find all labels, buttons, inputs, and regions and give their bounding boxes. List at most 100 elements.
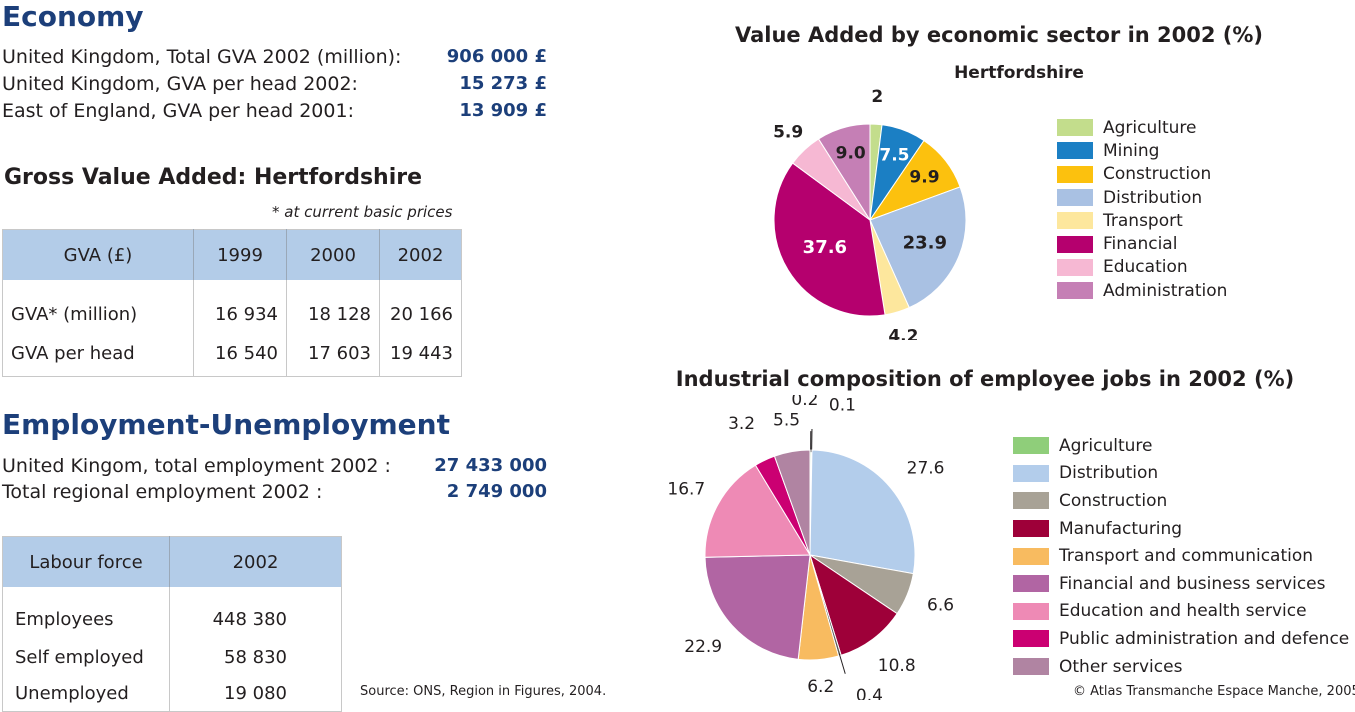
legend-label: Mining (1103, 141, 1159, 161)
pie-label: 5.9 (773, 122, 803, 142)
table-cell: Employees (3, 587, 170, 639)
economy-row-label: East of England, GVA per head 2001: (2, 100, 354, 122)
legend-swatch (1013, 603, 1049, 620)
employment-rows: United Kingom, total employment 2002 : 2… (2, 455, 547, 507)
legend-label: Transport and communication (1059, 546, 1313, 566)
table-cell: 17 603 (287, 336, 380, 377)
legend-item-administration: Administration (1057, 279, 1227, 302)
legend-swatch (1057, 212, 1093, 229)
employment-row-value: 2 749 000 (447, 481, 547, 502)
table-row: Employees 448 380 (3, 587, 342, 639)
pie-label: 22.9 (684, 637, 722, 657)
pie-label: 6.6 (927, 596, 954, 616)
legend-item-public-administration-and-defence: Public administration and defence (1013, 625, 1349, 653)
employment-row-label: Total regional employment 2002 : (2, 481, 322, 503)
gva-note: * at current basic prices (272, 203, 452, 221)
gva-heading: Gross Value Added: Hertfordshire (4, 165, 422, 190)
legend-swatch (1057, 236, 1093, 253)
economy-rows: United Kingdom, Total GVA 2002 (million)… (2, 46, 547, 127)
table-cell: 58 830 (170, 639, 342, 675)
table-row: Unemployed 19 080 (3, 675, 342, 712)
gva-header-cell: 2000 (287, 230, 380, 281)
employment-row-label: United Kingom, total employment 2002 : (2, 455, 391, 477)
employment-row: Total regional employment 2002 : 2 749 0… (2, 481, 547, 507)
legend-label: Public administration and defence (1059, 629, 1349, 649)
table-cell: Self employed (3, 639, 170, 675)
pie-label: 23.9 (903, 233, 947, 254)
legend-label: Manufacturing (1059, 519, 1182, 539)
legend-swatch (1057, 189, 1093, 206)
employment-heading: Employment-Unemployment (2, 408, 450, 441)
pie-label: 3.2 (728, 414, 755, 434)
economy-row-value: 906 000 £ (447, 46, 547, 67)
legend-label: Construction (1103, 164, 1211, 184)
economy-row-value: 15 273 £ (459, 73, 547, 94)
table-cell: 16 934 (194, 280, 287, 336)
legend-label: Education (1103, 257, 1188, 277)
legend-swatch (1013, 492, 1049, 509)
legend-item-financial-and-business-services: Financial and business services (1013, 570, 1349, 598)
legend-swatch (1013, 465, 1049, 482)
legend-item-construction: Construction (1013, 487, 1349, 515)
pie-label: 16.7 (667, 479, 705, 499)
legend-item-agriculture: Agriculture (1013, 432, 1349, 460)
legend-label: Construction (1059, 491, 1167, 511)
table-row: Self employed 58 830 (3, 639, 342, 675)
economy-row-label: United Kingdom, Total GVA 2002 (million)… (2, 46, 401, 68)
employment-row: United Kingom, total employment 2002 : 2… (2, 455, 547, 481)
pie-label: 4.2 (888, 326, 918, 340)
legend-swatch (1013, 520, 1049, 537)
pie-label: 37.6 (803, 237, 847, 258)
labour-table-header: Labour force 2002 (3, 537, 342, 588)
economy-row: United Kingdom, GVA per head 2002: 15 27… (2, 73, 547, 100)
table-cell: 19 443 (380, 336, 462, 377)
legend-item-other-services: Other services (1013, 653, 1349, 681)
table-cell: 18 128 (287, 280, 380, 336)
legend-label: Distribution (1059, 463, 1158, 483)
pie-label: 27.6 (907, 458, 945, 478)
pie-label: 10.8 (878, 656, 916, 676)
legend-label: Agriculture (1059, 436, 1153, 456)
legend-label: Transport (1103, 211, 1183, 231)
labour-table: Labour force 2002 Employees 448 380 Self… (2, 536, 342, 712)
table-row: GVA per head 16 540 17 603 19 443 (3, 336, 462, 377)
pie-label: 6.2 (807, 677, 834, 697)
labour-header-cell: Labour force (3, 537, 170, 588)
copyright-note: © Atlas Transmanche Espace Manche, 2005. (1073, 684, 1355, 699)
legend-item-education: Education (1057, 256, 1227, 279)
legend-item-transport: Transport (1057, 209, 1227, 232)
legend-swatch (1057, 119, 1093, 136)
legend-label: Financial (1103, 234, 1177, 254)
table-cell: 448 380 (170, 587, 342, 639)
gva-header-cell: GVA (£) (3, 230, 194, 281)
economy-row: East of England, GVA per head 2001: 13 9… (2, 100, 547, 127)
legend-label: Agriculture (1103, 118, 1197, 138)
chart2-legend: Agriculture Distribution Construction Manuf… (1013, 432, 1349, 680)
gva-header-cell: 1999 (194, 230, 287, 281)
legend-swatch (1013, 658, 1049, 675)
legend-label: Distribution (1103, 188, 1202, 208)
chart2-title: Industrial composition of employee jobs … (665, 367, 1305, 391)
legend-swatch (1057, 142, 1093, 159)
pie-slice-distribution (810, 450, 915, 574)
legend-item-construction: Construction (1057, 163, 1227, 186)
pie-label: 2 (871, 87, 883, 107)
gva-header-cell: 2002 (380, 230, 462, 281)
legend-label: Other services (1059, 657, 1182, 677)
legend-label: Financial and business services (1059, 574, 1325, 594)
legend-item-distribution: Distribution (1057, 186, 1227, 209)
legend-item-education-and-health-service: Education and health service (1013, 598, 1349, 626)
pie-label: 0.1 (829, 396, 856, 416)
legend-swatch (1013, 575, 1049, 592)
table-cell: Unemployed (3, 675, 170, 712)
pie-label: 9.0 (836, 144, 866, 164)
chart1-subtitle: Hertfordshire (919, 63, 1119, 83)
legend-item-manufacturing: Manufacturing (1013, 515, 1349, 543)
pie-label: 7.5 (879, 145, 909, 165)
chart1-title: Value Added by economic sector in 2002 (… (735, 23, 1255, 47)
legend-item-mining: Mining (1057, 139, 1227, 162)
economy-row-label: United Kingdom, GVA per head 2002: (2, 73, 358, 95)
gva-table-header: GVA (£) 1999 2000 2002 (3, 230, 462, 281)
table-cell: GVA* (million) (3, 280, 194, 336)
chart1-pie: 27.59.923.94.237.65.99.0 (740, 85, 1000, 340)
